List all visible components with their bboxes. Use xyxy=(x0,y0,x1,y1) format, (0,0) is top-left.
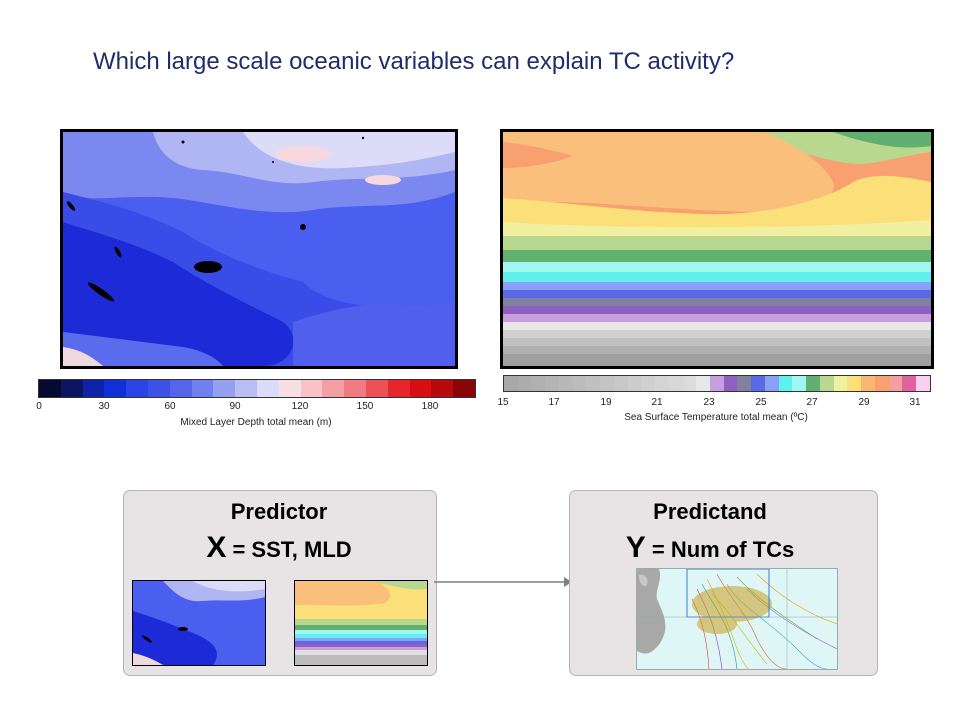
mld-colorbar-swatch xyxy=(431,380,454,397)
mld-colorbar xyxy=(38,379,476,398)
sst-colorbar-swatch xyxy=(751,376,765,391)
sst-colorbar-swatch xyxy=(861,376,875,391)
sst-colorbar-swatch xyxy=(558,376,573,391)
mld-colorbar-swatch xyxy=(39,380,61,397)
predictor-sst-plot xyxy=(295,581,427,665)
sst-colorbar-swatch xyxy=(668,376,683,391)
sst-tick-19: 19 xyxy=(600,397,612,408)
sst-map xyxy=(500,129,934,369)
sst-colorbar-swatch xyxy=(847,376,862,391)
sst-colorbar-swatch xyxy=(600,376,614,391)
sst-tick-29: 29 xyxy=(858,397,870,408)
mld-colorbar-swatch xyxy=(300,380,323,397)
mld-colorbar-ticks: 0 30 60 90 120 150 180 xyxy=(36,401,474,415)
sst-colorbar-swatch xyxy=(778,376,793,391)
sst-colorbar-ticks: 15 17 19 21 23 25 27 29 31 xyxy=(497,397,929,411)
predictand-box: Predictand Y = Num of TCs xyxy=(569,490,878,676)
mld-colorbar-swatch xyxy=(409,380,432,397)
mld-tick-90: 90 xyxy=(229,401,241,412)
mld-colorbar-swatch xyxy=(365,380,388,397)
tc-tracks-map xyxy=(636,568,838,670)
sst-tick-27: 27 xyxy=(806,397,818,408)
sst-colorbar-swatch xyxy=(531,376,546,391)
sst-colorbar-swatch xyxy=(833,376,848,391)
mld-colorbar-swatch xyxy=(453,380,475,397)
sst-colorbar-label: Sea Surface Temperature total mean (ºC) xyxy=(624,412,808,423)
predictor-box: Predictor X = SST, MLD xyxy=(123,490,437,676)
predictor-equation: X = SST, MLD xyxy=(206,531,351,565)
sst-tick-15: 15 xyxy=(497,397,509,408)
sst-colorbar-swatch xyxy=(806,376,820,391)
mld-tick-60: 60 xyxy=(164,401,176,412)
predictor-mld-plot xyxy=(133,581,265,665)
mld-colorbar-swatch xyxy=(126,380,148,397)
mld-tick-0: 0 xyxy=(36,401,42,412)
sst-tick-25: 25 xyxy=(755,397,767,408)
mld-tick-30: 30 xyxy=(98,401,110,412)
sst-colorbar-swatch xyxy=(627,376,642,391)
sst-colorbar-swatch xyxy=(655,376,669,391)
predictor-to-predictand-arrow xyxy=(434,577,572,587)
sst-colorbar-swatch xyxy=(888,376,903,391)
mld-map xyxy=(60,129,458,369)
sst-colorbar-swatch xyxy=(696,376,711,391)
sst-colorbar-swatch xyxy=(504,376,518,391)
sst-tick-17: 17 xyxy=(548,397,560,408)
mld-colorbar-swatch xyxy=(387,380,410,397)
sst-colorbar xyxy=(503,375,931,392)
sst-colorbar-swatch xyxy=(710,376,724,391)
sst-map-plot xyxy=(503,132,931,366)
mld-colorbar-swatch xyxy=(82,380,105,397)
mld-map-plot xyxy=(63,132,455,366)
sst-tick-23: 23 xyxy=(703,397,715,408)
mld-tick-150: 150 xyxy=(356,401,374,412)
sst-colorbar-swatch xyxy=(902,376,917,391)
mld-colorbar-swatch xyxy=(60,380,83,397)
mld-colorbar-swatch xyxy=(213,380,236,397)
mld-tick-120: 120 xyxy=(291,401,309,412)
sst-colorbar-swatch xyxy=(723,376,738,391)
predictor-rest: = SST, MLD xyxy=(226,537,352,562)
slide-title: Which large scale oceanic variables can … xyxy=(93,48,735,75)
sst-colorbar-swatch xyxy=(874,376,889,391)
mld-colorbar-swatch xyxy=(169,380,192,397)
tc-tracks-plot xyxy=(637,569,837,669)
mld-colorbar-swatch xyxy=(344,380,366,397)
sst-colorbar-swatch xyxy=(682,376,697,391)
sst-colorbar-swatch xyxy=(792,376,807,391)
sst-colorbar-swatch xyxy=(737,376,752,391)
predictor-heading: Predictor xyxy=(230,499,328,524)
mld-colorbar-swatch xyxy=(147,380,170,397)
sst-colorbar-swatch xyxy=(586,376,601,391)
predictand-var: Y xyxy=(625,531,646,564)
predictor-var: X xyxy=(206,531,227,564)
predictor-mld-thumbnail xyxy=(132,580,266,666)
predictand-heading: Predictand xyxy=(653,499,767,524)
predictand-equation: Y = Num of TCs xyxy=(626,531,795,565)
mld-colorbar-swatch xyxy=(278,380,301,397)
sst-colorbar-swatch xyxy=(613,376,628,391)
sst-tick-21: 21 xyxy=(651,397,663,408)
mld-colorbar-swatch xyxy=(104,380,127,397)
sst-colorbar-swatch xyxy=(764,376,779,391)
mld-colorbar-swatch xyxy=(191,380,214,397)
sst-colorbar-swatch xyxy=(819,376,834,391)
sst-colorbar-swatch xyxy=(545,376,559,391)
predictor-sst-thumbnail xyxy=(294,580,428,666)
mld-colorbar-swatch xyxy=(235,380,257,397)
mld-colorbar-label: Mixed Layer Depth total mean (m) xyxy=(180,417,332,428)
predictand-rest: = Num of TCs xyxy=(645,537,795,562)
sst-colorbar-swatch xyxy=(517,376,532,391)
sst-colorbar-swatch xyxy=(572,376,587,391)
sst-colorbar-swatch xyxy=(641,376,656,391)
sst-tick-31: 31 xyxy=(909,397,921,408)
mld-colorbar-swatch xyxy=(256,380,279,397)
mld-tick-180: 180 xyxy=(421,401,439,412)
sst-colorbar-swatch xyxy=(916,376,930,391)
mld-colorbar-swatch xyxy=(322,380,345,397)
